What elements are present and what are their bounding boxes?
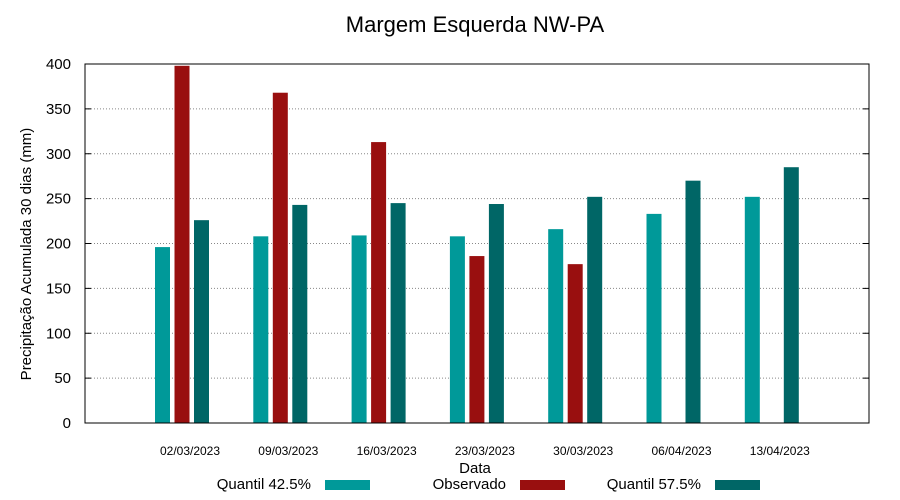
bar <box>390 203 406 423</box>
x-tick-label: 06/04/2023 <box>651 444 711 458</box>
bar <box>488 204 504 423</box>
bar <box>174 65 190 424</box>
x-tick-label: 13/04/2023 <box>750 444 810 458</box>
y-tick-label: 150 <box>46 280 71 297</box>
legend-label: Quantil 57.5% <box>607 476 701 493</box>
bar <box>685 180 701 423</box>
bar <box>351 235 367 423</box>
x-tick-label: 09/03/2023 <box>258 444 318 458</box>
x-tick-label: 16/03/2023 <box>357 444 417 458</box>
bars <box>155 65 799 424</box>
y-tick-label: 0 <box>63 415 71 432</box>
y-axis: 0 50 100 150 200 250 300 350 400 <box>46 56 869 432</box>
y-tick-label: 50 <box>54 370 71 387</box>
bar <box>567 264 583 423</box>
legend-label: Quantil 42.5% <box>217 476 311 493</box>
x-tick-label: 30/03/2023 <box>553 444 613 458</box>
bar <box>292 204 308 423</box>
bar <box>783 167 799 423</box>
bar <box>194 220 209 423</box>
y-axis-label: Precipitação Acumulada 30 dias (mm) <box>18 128 35 381</box>
bar <box>449 236 465 423</box>
y-tick-label: 350 <box>46 101 71 118</box>
legend-swatch <box>325 480 370 490</box>
x-tick-label: 02/03/2023 <box>160 444 220 458</box>
bar <box>548 229 564 423</box>
bar <box>587 196 603 423</box>
bar <box>272 92 288 423</box>
x-tick-label: 23/03/2023 <box>455 444 515 458</box>
legend-swatch <box>715 480 760 490</box>
bar <box>371 142 387 423</box>
chart-title: Margem Esquerda NW-PA <box>346 12 605 37</box>
x-axis-label: Data <box>459 460 491 477</box>
bar <box>469 256 485 423</box>
y-tick-label: 300 <box>46 146 71 163</box>
y-tick-label: 200 <box>46 236 71 253</box>
y-tick-label: 400 <box>46 56 71 73</box>
bar <box>646 213 662 423</box>
legend-swatch <box>520 480 565 490</box>
bar <box>253 236 269 423</box>
y-tick-label: 250 <box>46 191 71 208</box>
legend-label: Observado <box>433 476 506 493</box>
y-tick-label: 100 <box>46 325 71 342</box>
bar <box>744 196 760 423</box>
bar <box>155 247 170 423</box>
legend: Quantil 42.5% Observado Quantil 57.5% <box>217 476 760 493</box>
x-axis: 02/03/2023 09/03/2023 16/03/2023 23/03/2023… <box>160 444 810 458</box>
